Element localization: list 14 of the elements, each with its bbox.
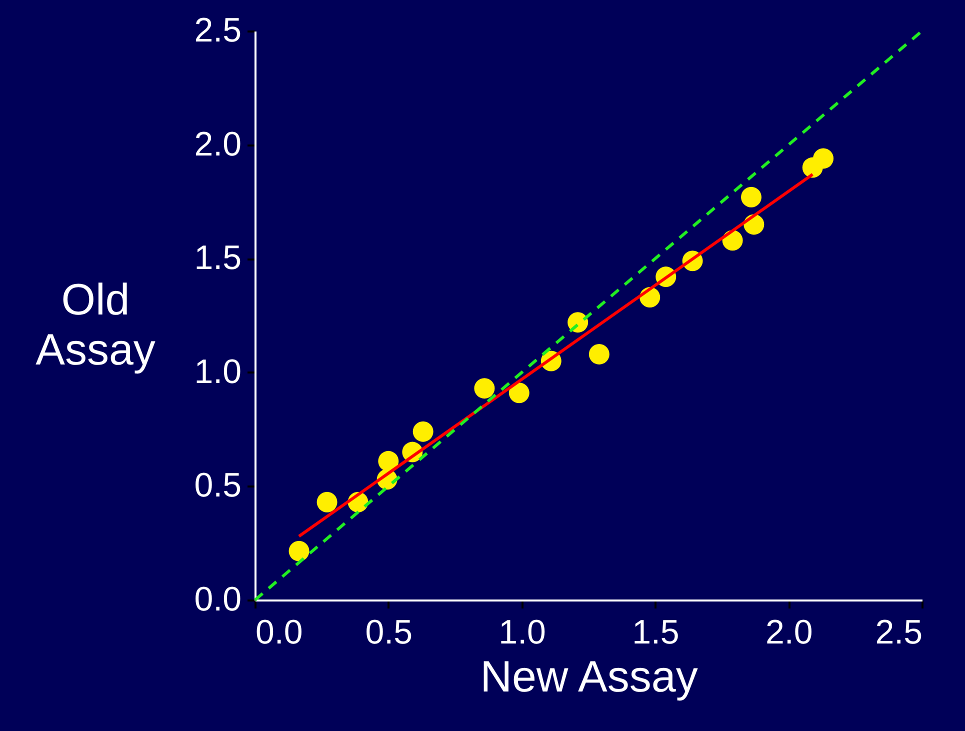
y-tick-label: 1.5 [194,239,242,278]
x-tick-label: 1.5 [632,614,680,652]
x-axis-title: New Assay [480,652,698,702]
y-axis-title: Old Assay [36,276,156,374]
x-tick-label: 1.0 [498,614,546,652]
y-tick-label: 2.5 [194,12,242,50]
y-tick-label: 0.5 [194,466,242,505]
y-tick-label: 1.0 [194,352,242,391]
y-tick-label: 0.0 [194,580,242,618]
x-tick-label: 2.0 [765,614,813,652]
x-tick-label: 2.5 [875,614,922,652]
x-tick-label: 0.5 [365,614,413,652]
y-tick-label: 2.0 [194,125,242,164]
x-tick-label: 0.0 [256,614,303,652]
